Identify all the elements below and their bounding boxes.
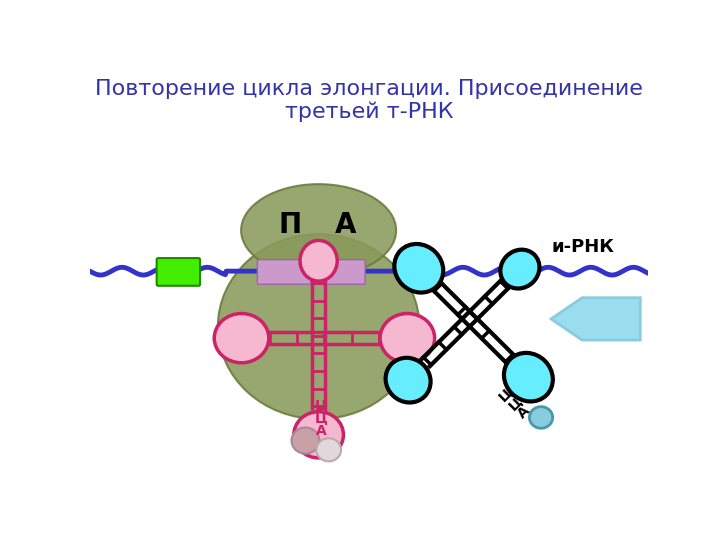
Ellipse shape [316,438,341,461]
Text: и-РНК: и-РНК [551,238,614,256]
FancyBboxPatch shape [258,260,311,284]
Ellipse shape [504,353,553,401]
Text: П: П [279,211,302,239]
Ellipse shape [292,428,320,454]
Ellipse shape [529,407,553,428]
Ellipse shape [215,314,269,363]
Text: А: А [335,211,356,239]
Ellipse shape [500,249,539,288]
FancyBboxPatch shape [312,260,365,284]
Ellipse shape [380,314,435,363]
FancyBboxPatch shape [157,258,200,286]
Ellipse shape [300,240,337,281]
Ellipse shape [386,358,431,402]
Ellipse shape [241,184,396,276]
Text: Ц
Ц
А: Ц Ц А [496,384,534,422]
Ellipse shape [294,411,343,458]
Ellipse shape [218,234,419,419]
Text: Повторение цикла элонгации. Присоединение
третьей т-РНК: Повторение цикла элонгации. Присоединени… [95,79,643,123]
Text: Ц
Ц
А: Ц Ц А [315,398,328,438]
Ellipse shape [395,244,444,293]
FancyArrow shape [551,298,640,340]
